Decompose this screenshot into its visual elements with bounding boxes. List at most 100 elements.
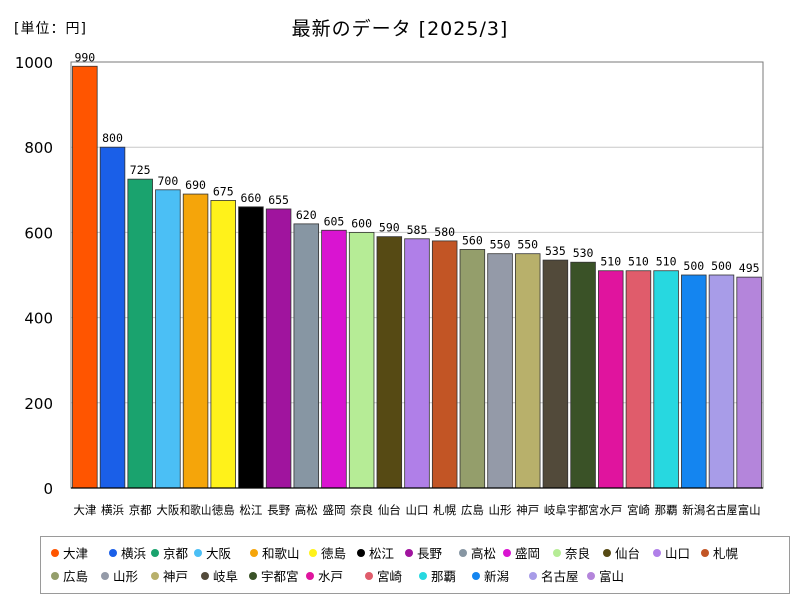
bar: [625, 270, 652, 489]
data-label: 530: [573, 246, 594, 260]
legend-swatch: [365, 572, 373, 580]
legend-swatch: [472, 572, 480, 580]
legend-label: 宮崎: [377, 569, 403, 584]
bar: [99, 146, 126, 489]
legend-label: 京都: [163, 546, 189, 561]
data-label: 550: [490, 238, 511, 252]
bar: [598, 270, 624, 489]
legend-label: 名古屋: [541, 569, 579, 584]
legend-swatch: [553, 549, 561, 557]
legend-item: 岐阜: [201, 566, 238, 585]
bar: [348, 231, 375, 489]
x-tick-label: 富山: [738, 503, 761, 517]
legend-item: 和歌山: [250, 543, 300, 562]
data-label: 690: [185, 178, 206, 192]
legend-item: 広島: [51, 566, 88, 585]
legend-label: 広島: [63, 569, 89, 584]
bar: [431, 240, 458, 489]
bar: [238, 206, 264, 489]
data-label: 675: [213, 184, 234, 198]
data-label: 600: [351, 216, 372, 230]
x-tick-label: 仙台: [378, 503, 401, 517]
legend-label: 和歌山: [262, 546, 300, 561]
data-label: 535: [545, 244, 566, 258]
bar: [376, 236, 403, 489]
y-tick-label: 800: [24, 139, 53, 157]
legend-item: 仙台: [603, 543, 640, 562]
data-label: 725: [130, 163, 151, 177]
legend-swatch: [653, 549, 661, 557]
x-tick-label: 大阪: [156, 503, 179, 517]
legend-item: 富山: [587, 566, 624, 585]
bar: [514, 253, 541, 489]
legend-label: 横浜: [121, 546, 147, 561]
legend-label: 徳島: [321, 546, 347, 561]
x-tick-label: 岐阜: [544, 503, 567, 517]
data-label: 510: [628, 255, 649, 269]
legend-label: 大阪: [206, 546, 232, 561]
legend-item: 新潟: [472, 566, 509, 585]
legend-label: 山口: [665, 546, 691, 561]
bar: [487, 253, 513, 489]
bar: [321, 229, 347, 489]
legend-item: 長野: [405, 543, 442, 562]
bar: [570, 261, 596, 489]
legend-label: 高松: [471, 546, 497, 561]
chart-legend: 大津 横浜 京都 大阪 和歌山 徳島 松江 長野 高松 盛岡 奈良 仙台 山口 札幌 広島 山形 神戸 岐阜 宇都宮…: [40, 536, 790, 594]
x-tick-label: 神戸: [516, 503, 539, 517]
bar: [210, 200, 236, 489]
x-tick-label: 札幌: [433, 503, 456, 517]
bar: [653, 270, 679, 489]
legend-swatch: [201, 572, 209, 580]
data-label: 700: [157, 174, 178, 188]
legend-swatch: [701, 549, 709, 557]
data-label: 500: [683, 259, 704, 273]
legend-swatch: [194, 549, 202, 557]
legend-label: 盛岡: [515, 546, 541, 561]
bar: [127, 178, 153, 489]
legend-item: 徳島: [309, 543, 346, 562]
x-tick-label: 横浜: [101, 503, 124, 517]
unit-label: [単位：円]: [14, 21, 87, 37]
data-label: 580: [434, 225, 455, 239]
legend-label: 水戸: [318, 569, 344, 584]
data-label: 605: [324, 214, 345, 228]
legend-swatch: [250, 549, 258, 557]
legend-item: 松江: [357, 543, 394, 562]
legend-swatch: [503, 549, 511, 557]
legend-item: 大津: [51, 543, 88, 562]
x-tick-label: 徳島: [212, 503, 235, 517]
legend-label: 松江: [369, 546, 395, 561]
y-tick-label: 200: [24, 395, 53, 413]
x-tick-label: 和歌山: [180, 503, 212, 517]
legend-swatch: [405, 549, 413, 557]
bar: [182, 193, 209, 489]
legend-swatch: [529, 572, 537, 580]
legend-swatch: [306, 572, 314, 580]
legend-item: 大阪: [194, 543, 231, 562]
data-label: 550: [517, 238, 538, 252]
legend-swatch: [309, 549, 317, 557]
bar: [736, 276, 762, 489]
legend-swatch: [109, 549, 117, 557]
data-label: 560: [462, 233, 483, 247]
bar: [404, 238, 430, 489]
x-tick-label: 奈良: [350, 503, 373, 517]
legend-swatch: [151, 572, 159, 580]
x-tick-label: 新潟: [682, 503, 705, 517]
data-label: 990: [74, 50, 95, 64]
legend-label: 神戸: [163, 569, 189, 584]
legend-swatch: [51, 549, 59, 557]
bar: [155, 189, 181, 489]
legend-label: 那覇: [431, 569, 457, 584]
legend-swatch: [419, 572, 427, 580]
legend-item: 奈良: [553, 543, 590, 562]
legend-swatch: [459, 549, 467, 557]
legend-swatch: [603, 549, 611, 557]
legend-label: 長野: [417, 546, 443, 561]
data-label: 590: [379, 221, 400, 235]
legend-item: 那覇: [419, 566, 456, 585]
data-label: 655: [268, 193, 289, 207]
x-tick-label: 山口: [406, 503, 429, 517]
